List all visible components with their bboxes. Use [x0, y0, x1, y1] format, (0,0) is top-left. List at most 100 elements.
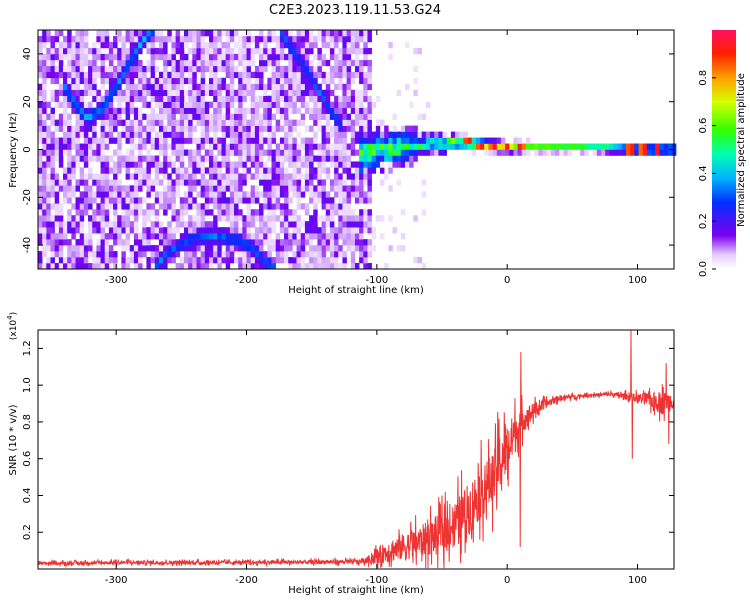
snr-x-tick-label: -100 — [366, 575, 389, 586]
spectrogram-cell — [183, 35, 189, 43]
spectrogram-cell — [92, 41, 97, 49]
spectrogram-cell — [246, 155, 251, 162]
spectrogram-cell — [292, 233, 297, 240]
spectrogram-cell — [129, 131, 135, 138]
spectrogram-cell — [334, 131, 339, 138]
spectrogram-cell — [75, 143, 80, 150]
spectrogram-cell — [75, 101, 80, 108]
spectrogram-cell — [108, 257, 114, 264]
spectrogram-cell — [50, 227, 55, 234]
spectrogram-cell — [138, 35, 143, 43]
spectrogram-cell — [288, 101, 293, 108]
spectrogram-cell — [250, 215, 256, 222]
spectrogram-cell — [225, 197, 231, 204]
spectrogram-cell — [217, 119, 222, 126]
spectrogram-cell — [125, 263, 131, 270]
spectrogram-cell — [292, 173, 297, 180]
spectrogram-cell — [100, 257, 106, 264]
spectrogram-cell — [79, 251, 85, 258]
spectrogram-cell — [46, 101, 51, 108]
spectrogram-cell — [375, 149, 381, 156]
spectrogram-cell — [104, 203, 110, 210]
spectrogram-cell — [229, 95, 235, 102]
spectrogram-cell — [350, 263, 356, 270]
spectrogram-cell — [113, 215, 118, 222]
spectrogram-cell — [342, 131, 347, 138]
spectrogram-cell — [292, 119, 297, 126]
spectrogram-cell — [54, 77, 60, 85]
spectrogram-cell — [246, 119, 251, 126]
spectrogram-cell — [58, 155, 64, 162]
spectrogram-cell — [163, 197, 168, 204]
spectrogram-cell — [46, 209, 51, 216]
spectrogram-cell — [50, 53, 55, 61]
spectrogram-cell — [492, 143, 498, 150]
spectrogram-cell — [367, 77, 372, 85]
spectrogram-cell — [92, 251, 97, 258]
spectrogram-cell — [229, 215, 235, 222]
spectrogram-cell — [113, 233, 118, 240]
spectrogram-cell — [213, 179, 218, 186]
spectrogram-cell — [217, 143, 222, 150]
spectrogram-cell — [284, 239, 289, 246]
colorbar-tick-label: 0.6 — [698, 118, 709, 134]
spectrogram-x-tick-label: -100 — [366, 275, 389, 286]
spectrogram-cell — [267, 185, 272, 192]
spectrogram-cell — [100, 191, 106, 198]
spectrogram-cell — [304, 59, 310, 67]
spectrogram-cell — [350, 251, 356, 258]
spectrogram-cell — [321, 155, 327, 162]
spectrogram-cell — [405, 143, 410, 150]
spectrogram-cell — [342, 197, 347, 204]
spectrogram-cell — [413, 155, 418, 162]
spectrogram-cell — [179, 131, 185, 138]
spectrogram-cell — [321, 101, 327, 108]
spectrogram-cell — [279, 149, 285, 156]
spectrogram-cell — [183, 89, 189, 97]
spectrogram-cell — [354, 191, 360, 198]
spectrogram-cell — [304, 65, 310, 73]
spectrogram-cell — [179, 113, 185, 120]
spectrogram-cell — [242, 107, 247, 114]
spectrogram-cell — [196, 227, 201, 234]
spectrogram-cell — [496, 149, 502, 156]
spectrogram-cell — [83, 263, 89, 270]
spectrogram-cell — [346, 125, 352, 132]
spectrogram-cell — [163, 131, 168, 138]
spectrogram-cell — [313, 263, 318, 270]
spectrogram-cell — [71, 53, 76, 61]
spectrogram-cell — [179, 257, 185, 264]
spectrogram-cell — [46, 161, 51, 168]
spectrogram-cell — [363, 35, 368, 43]
spectrogram-cell — [158, 137, 164, 144]
spectrogram-cell — [100, 137, 106, 144]
spectrogram-cell — [279, 30, 285, 37]
spectrogram-cell — [254, 173, 260, 180]
spectrogram-cell — [54, 173, 60, 180]
spectrogram-cell — [300, 185, 306, 192]
spectrogram-cell — [38, 71, 43, 79]
spectrogram-cell — [292, 215, 297, 222]
spectrogram-cell — [50, 233, 55, 240]
spectrogram-cells — [38, 30, 677, 270]
spectrogram-cell — [58, 185, 64, 192]
spectrogram-cell — [125, 191, 131, 198]
spectrogram-cell — [163, 239, 168, 246]
spectrogram-cell — [250, 101, 256, 108]
spectrogram-cell — [88, 239, 93, 246]
spectrogram-cell — [229, 30, 235, 37]
spectrogram-cell — [246, 257, 251, 264]
spectrogram-cell — [334, 239, 339, 246]
spectrogram-cell — [288, 233, 293, 240]
spectrogram-cell — [229, 173, 235, 180]
spectrogram-cell — [133, 41, 139, 49]
spectrogram-cell — [133, 83, 139, 91]
spectrogram-cell — [75, 185, 80, 192]
spectrogram-cell — [238, 197, 243, 204]
spectrogram-cell — [117, 227, 122, 234]
spectrogram-cell — [175, 167, 181, 174]
spectrogram-cell — [208, 119, 214, 126]
spectrogram-cell — [163, 107, 168, 114]
spectrogram-cell — [313, 155, 318, 162]
spectrogram-cell — [321, 137, 327, 144]
